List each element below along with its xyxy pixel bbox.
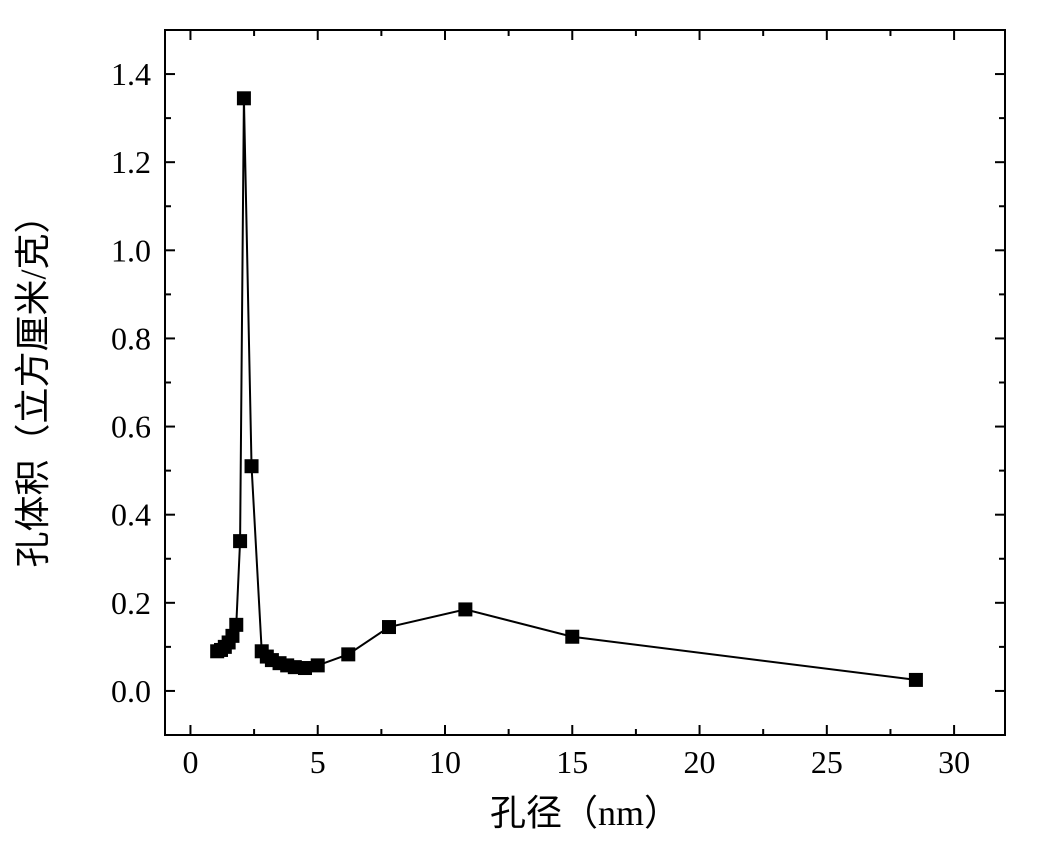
- y-tick-label: 1.4: [111, 56, 151, 92]
- x-tick-label: 25: [811, 744, 843, 780]
- x-tick-label: 0: [182, 744, 198, 780]
- x-axis-label: 孔径（nm）: [490, 793, 680, 833]
- x-tick-label: 20: [684, 744, 716, 780]
- y-tick-label: 0.2: [111, 585, 151, 621]
- chart-container: 0 5 10 15 20 25 30 0.0 0.2 0.4 0.6 0.8 1.0 1.2 1.4 孔径（n…: [0, 0, 1037, 855]
- y-tick-label: 0.6: [111, 409, 151, 445]
- y-tick-label: 0.8: [111, 320, 151, 356]
- x-tick-label: 15: [556, 744, 588, 780]
- y-tick-label: 0.0: [111, 673, 151, 709]
- y-tick-label: 0.4: [111, 497, 151, 533]
- y-tick-label: 1.2: [111, 144, 151, 180]
- x-tick-label: 10: [429, 744, 461, 780]
- x-tick-label: 5: [310, 744, 326, 780]
- y-tick-label: 1.0: [111, 232, 151, 268]
- x-tick-label: 30: [938, 744, 970, 780]
- y-axis-label: 孔体积（立方厘米/克）: [13, 197, 53, 567]
- pore-distribution-chart: 0 5 10 15 20 25 30 0.0 0.2 0.4 0.6 0.8 1.0 1.2 1.4 孔径（n…: [0, 0, 1037, 855]
